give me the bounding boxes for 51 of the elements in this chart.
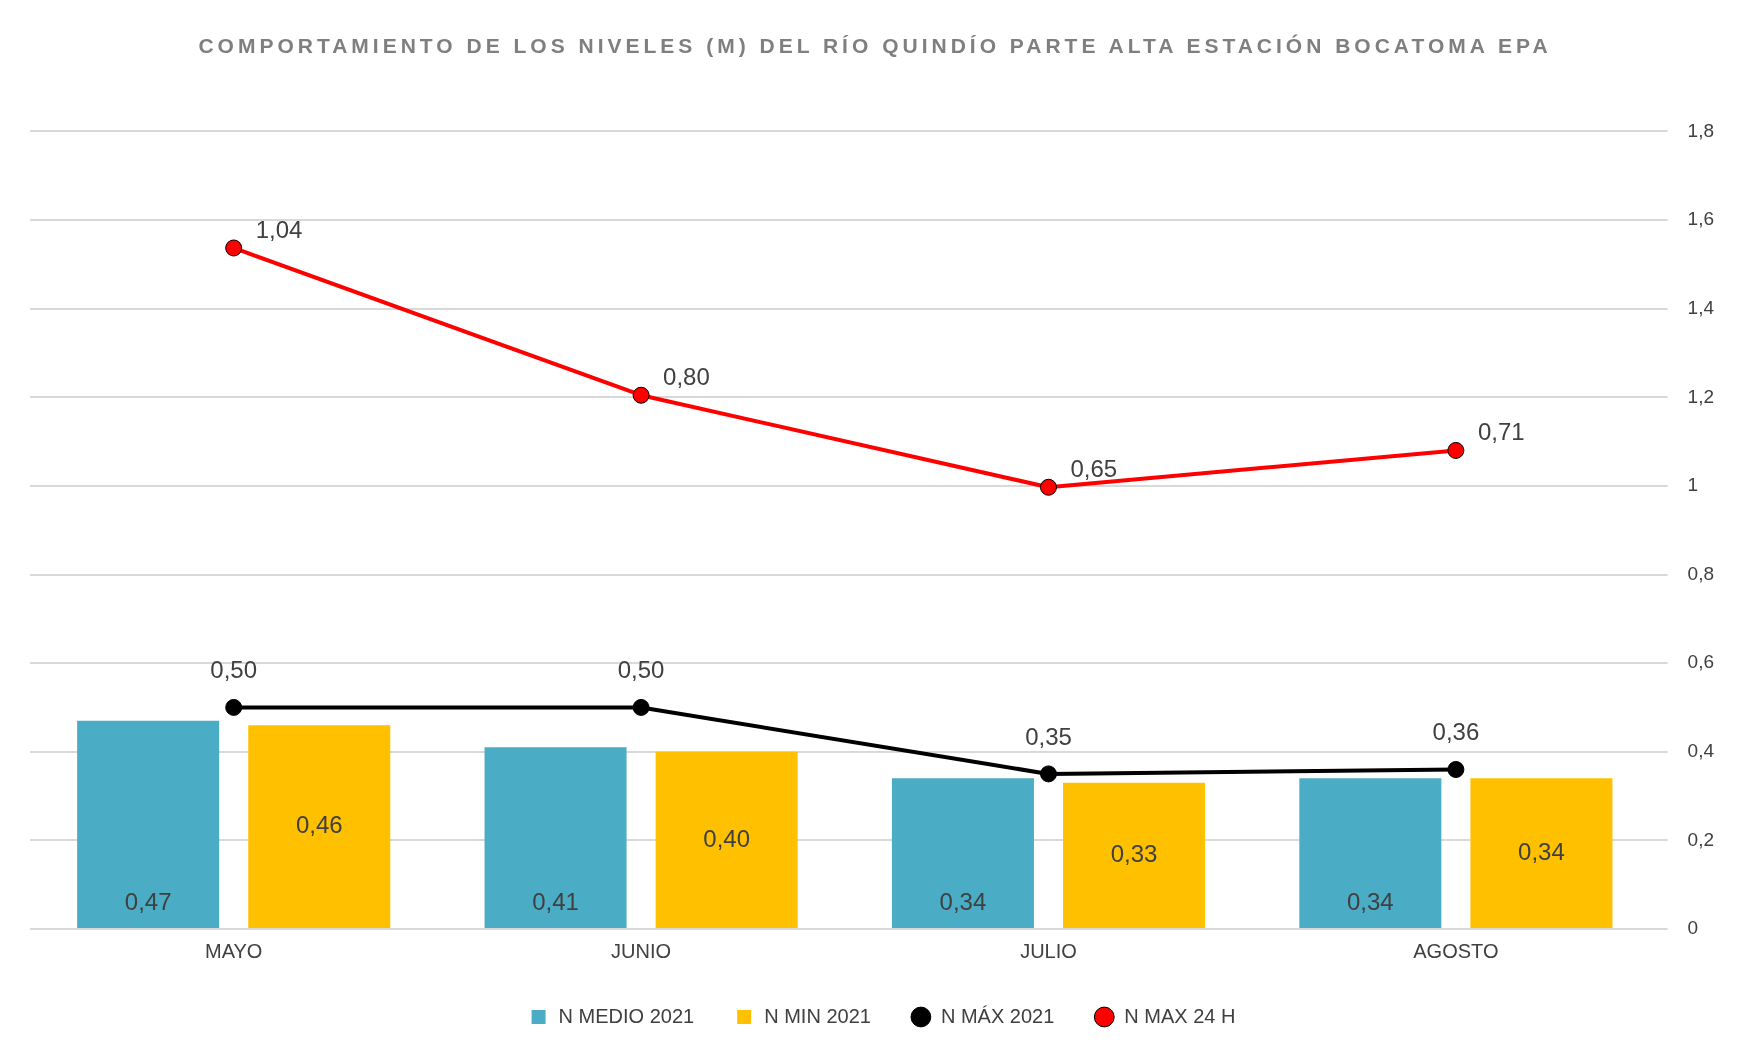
data-label: 0,47 <box>124 887 172 915</box>
data-label: 0,50 <box>617 656 665 684</box>
chart-title: COMPORTAMIENTO DE LOS NIVELES (M) DEL RÍO QUINDÍO PARTE ALTA ESTACIÓN BOCATOMA EPA <box>197 33 1553 59</box>
bar <box>891 778 1034 928</box>
x-tick-label: AGOSTO <box>1413 939 1499 962</box>
x-tick-label: JUNIO <box>611 939 672 962</box>
y-tick-label: 0 <box>1687 917 1699 939</box>
data-label: 0,65 <box>1070 454 1118 482</box>
y-tick-label: 1,6 <box>1687 208 1715 230</box>
y-tick-label: 0,4 <box>1687 739 1715 761</box>
legend-label: N MIN 2021 <box>764 1004 871 1027</box>
data-label: 0,46 <box>295 811 343 839</box>
data-label: 0,35 <box>1025 722 1072 750</box>
data-label: 0,50 <box>210 656 258 684</box>
point <box>1039 765 1057 783</box>
y-tick-label: 1,8 <box>1687 119 1715 141</box>
legend-label: N MEDIO 2021 <box>558 1004 695 1027</box>
data-label: 0,36 <box>1432 718 1480 746</box>
bar <box>1063 782 1206 928</box>
y-tick-label: 0,2 <box>1687 828 1715 850</box>
point <box>225 698 243 716</box>
point <box>1039 478 1057 496</box>
data-label: 0,41 <box>532 887 579 915</box>
point <box>1447 441 1465 459</box>
y-tick-label: 0,8 <box>1687 562 1715 584</box>
point <box>225 239 243 257</box>
y-tick-label: 1,2 <box>1687 385 1715 407</box>
data-label: 0,40 <box>703 824 751 852</box>
bar <box>248 725 391 928</box>
y-tick-label: 1,4 <box>1687 296 1715 318</box>
x-tick-label: JULIO <box>1020 939 1077 962</box>
y-tick-label: 1 <box>1687 474 1699 496</box>
data-label: 0,34 <box>1518 837 1565 865</box>
data-label: 0,34 <box>1346 887 1394 915</box>
data-label: 0,71 <box>1477 418 1525 446</box>
y-tick-label: 0,6 <box>1687 651 1715 673</box>
legend-label: N MAX 24 H <box>1124 1004 1236 1027</box>
bar <box>77 720 220 928</box>
data-label: 1,04 <box>255 215 303 243</box>
x-tick-label: MAYO <box>204 939 263 962</box>
bar <box>655 751 798 928</box>
data-label: 0,80 <box>663 362 710 390</box>
bar <box>1470 778 1613 928</box>
point <box>632 698 650 716</box>
point <box>1447 760 1465 778</box>
bar <box>1299 778 1442 928</box>
data-label: 0,33 <box>1110 840 1158 868</box>
legend-label: N MÁX 2021 <box>940 1004 1055 1027</box>
bar <box>484 747 627 928</box>
point <box>632 386 650 404</box>
data-label: 0,34 <box>939 887 987 915</box>
